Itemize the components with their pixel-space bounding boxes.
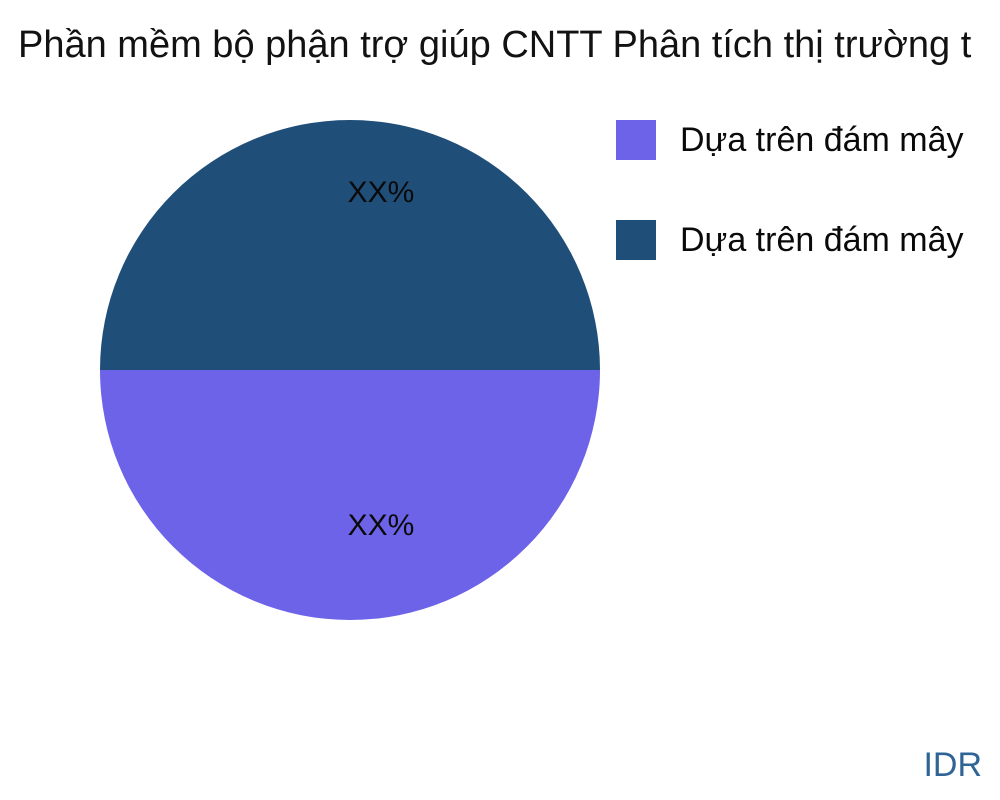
legend-label-navy: Dựa trên đám mây bbox=[680, 220, 964, 259]
pie-slice-purple-bottom bbox=[100, 370, 600, 620]
slice-label-top: XX% bbox=[347, 176, 415, 209]
pie-slice-navy-top bbox=[100, 120, 600, 370]
legend: Dựa trên đám mây Dựa trên đám mây bbox=[616, 120, 964, 260]
legend-label-purple: Dựa trên đám mây bbox=[680, 120, 964, 159]
pie-chart bbox=[100, 120, 600, 620]
legend-item-purple: Dựa trên đám mây bbox=[616, 120, 964, 160]
slice-label-bottom: XX% bbox=[347, 509, 415, 542]
legend-swatch-purple bbox=[616, 120, 656, 160]
watermark-idr: IDR bbox=[923, 746, 982, 784]
chart-title: Phần mềm bộ phận trợ giúp CNTT Phân tích… bbox=[18, 24, 972, 66]
legend-item-navy: Dựa trên đám mây bbox=[616, 220, 964, 260]
legend-swatch-navy bbox=[616, 220, 656, 260]
